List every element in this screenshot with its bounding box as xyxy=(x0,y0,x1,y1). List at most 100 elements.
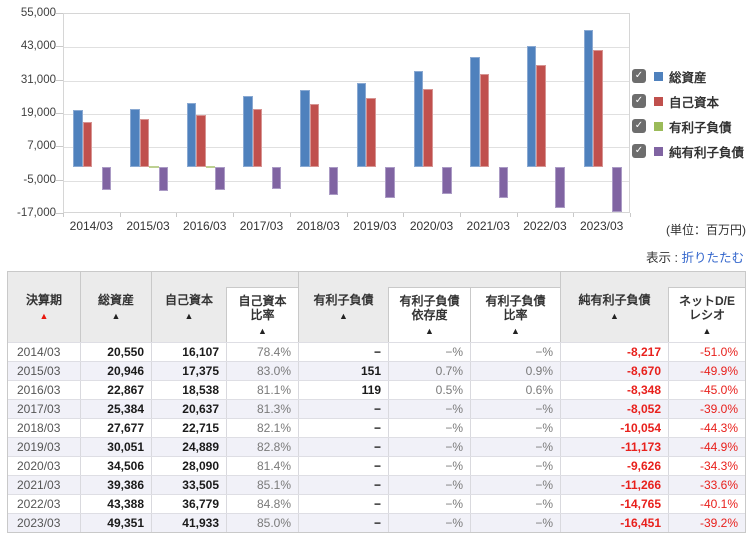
cell-equityRatio: 82.1% xyxy=(226,419,298,437)
bar-自己資本-2021/03 xyxy=(479,73,490,167)
cell-debt: − xyxy=(298,476,388,494)
cell-period: 2017/03 xyxy=(17,402,61,416)
cell-netDE: -33.6% xyxy=(668,476,745,494)
bar-自己資本-2018/03 xyxy=(309,103,320,167)
legend-checkbox-総資産[interactable]: ✓ xyxy=(632,69,646,83)
x-axis-label-2018/03: 2018/03 xyxy=(296,219,340,233)
cell-equityRatio: 78.4% xyxy=(226,343,298,361)
cell-netDE: -39.0% xyxy=(668,400,745,418)
column-header-label: 総資産 xyxy=(97,293,134,307)
x-axis-tick xyxy=(573,213,575,217)
bar-純有利子負債-2017/03 xyxy=(271,166,282,190)
y-axis-tick-label: 55,000 xyxy=(20,7,56,19)
sort-arrow-debtRatio[interactable]: ▲ xyxy=(511,326,520,336)
sort-arrow-equity[interactable]: ▲ xyxy=(184,311,194,321)
bar-総資産-2022/03 xyxy=(526,46,537,167)
cell-equityRatio: 81.4% xyxy=(226,457,298,475)
cell-assets: 27,677 xyxy=(80,419,151,437)
bar-純有利子負債-2019/03 xyxy=(385,166,395,198)
y-axis-tick-label: 7,000 xyxy=(27,140,56,153)
sort-arrow-debtDep[interactable]: ▲ xyxy=(425,326,434,336)
cell-netDE: -51.0% xyxy=(668,343,745,361)
table-row-2016/03: 2016/03 22,867 18,538 81.1% 119 0.5% 0.6% -8,34… xyxy=(8,380,745,399)
cell-debtDep: −% xyxy=(388,419,470,437)
cell-debt: 151 xyxy=(298,362,388,380)
column-header-period[interactable]: 決算期 ▲ xyxy=(8,272,80,342)
x-axis-label-2023/03: 2023/03 xyxy=(579,219,624,233)
cell-period: 2021/03 xyxy=(17,478,61,492)
cell-assets: 49,351 xyxy=(80,514,151,532)
bar-有利子負債-2015/03 xyxy=(149,166,159,169)
bar-純有利子負債-2015/03 xyxy=(158,166,169,191)
column-header-netDE[interactable]: ネットD/E レシオ ▲ xyxy=(668,272,745,342)
cell-netDE: -44.3% xyxy=(668,419,745,437)
cell-netDebt: -8,217 xyxy=(560,343,668,361)
financial-data-table: 決算期 ▲ 総資産 ▲ 自己資本 ▲ 自己資本 比率 ▲ 有利子負債 ▲ 有利子負債 依存度 ▲ 有利子負債… xyxy=(7,271,746,533)
y-axis-tick-label: -17,000 xyxy=(16,207,56,219)
y-axis-tick xyxy=(56,46,63,48)
collapse-link[interactable]: 折りたたむ xyxy=(681,251,744,265)
column-header-debtRatio[interactable]: 有利子負債 比率 ▲ xyxy=(470,272,560,342)
column-header-box: 有利子負債 依存度 ▲ xyxy=(388,287,470,342)
x-axis-label-2014/03: 2014/03 xyxy=(69,219,114,233)
bar-純有利子負債-2021/03 xyxy=(498,166,509,199)
chart-unit-label: (単位：百万円) xyxy=(666,223,746,237)
sort-arrow-period[interactable]: ▲ xyxy=(39,311,49,321)
sort-arrow-debt[interactable]: ▲ xyxy=(339,311,348,321)
legend-checkbox-有利子負債[interactable]: ✓ xyxy=(632,119,646,133)
column-header-assets[interactable]: 総資産 ▲ xyxy=(80,272,151,342)
column-header-netDebt[interactable]: 純有利子負債 ▲ xyxy=(560,272,668,342)
column-header-label: 自己資本 xyxy=(164,293,213,307)
cell-equity: 36,779 xyxy=(151,495,226,513)
cell-netDE: -45.0% xyxy=(668,381,745,399)
cell-equityRatio: 81.3% xyxy=(226,400,298,418)
legend-item-純有利子負債: ✓ 純有利子負債 xyxy=(632,144,745,160)
cell-debtDep: −% xyxy=(388,514,470,532)
cell-debt: 119 xyxy=(298,381,388,399)
x-axis-label-2017/03: 2017/03 xyxy=(239,219,284,233)
column-header-label: ネットD/E xyxy=(678,294,735,308)
bar-自己資本-2017/03 xyxy=(252,109,263,167)
bar-自己資本-2023/03 xyxy=(593,50,603,167)
sort-arrow-netDE[interactable]: ▲ xyxy=(702,326,712,336)
bar-総資産-2023/03 xyxy=(583,29,594,167)
sort-arrow-netDebt[interactable]: ▲ xyxy=(610,311,619,321)
cell-assets: 20,550 xyxy=(80,343,151,361)
y-axis-tick-label: -5,000 xyxy=(23,173,56,186)
cell-netDE: -44.9% xyxy=(668,438,745,456)
financial-bar-chart: ✓ 総資産 ✓ 自己資本 ✓ 有利子負債 ✓ 純有利子負債 (単位：百万円) 55,000 43… xyxy=(0,0,751,240)
cell-equity: 16,107 xyxy=(151,343,226,361)
sort-arrow-equityRatio[interactable]: ▲ xyxy=(258,326,267,336)
cell-assets: 39,386 xyxy=(80,476,151,494)
x-axis-tick xyxy=(346,213,348,217)
sort-arrow-assets[interactable]: ▲ xyxy=(111,311,121,321)
table-row-2022/03: 2022/03 43,388 36,779 84.8% − −% −% -14,765 -40.… xyxy=(8,494,745,513)
cell-equityRatio: 81.1% xyxy=(226,381,298,399)
y-axis-tick xyxy=(56,79,63,81)
legend-swatch-総資産 xyxy=(654,71,663,81)
table-row-2014/03: 2014/03 20,550 16,107 78.4% − −% −% -8,217 -51.0… xyxy=(8,342,745,361)
cell-equity: 17,375 xyxy=(151,362,226,380)
chart-gridline xyxy=(64,47,629,49)
column-header-debtDep[interactable]: 有利子負債 依存度 ▲ xyxy=(388,272,470,342)
table-row-2017/03: 2017/03 25,384 20,637 81.3% − −% −% -8,052 -39.0… xyxy=(8,399,745,418)
column-header-equityRatio[interactable]: 自己資本 比率 ▲ xyxy=(226,272,298,342)
legend-label: 純有利子負債 xyxy=(669,145,745,160)
cell-debtDep: −% xyxy=(388,343,470,361)
column-header-label: 有利子負債 xyxy=(485,294,546,308)
bar-純有利子負債-2022/03 xyxy=(555,166,565,208)
y-axis-tick-label: 31,000 xyxy=(20,73,56,86)
chart-plot-area xyxy=(63,13,630,213)
x-axis-tick xyxy=(289,213,291,217)
table-header-row: 決算期 ▲ 総資産 ▲ 自己資本 ▲ 自己資本 比率 ▲ 有利子負債 ▲ 有利子負債 依存度 ▲ 有利子負債… xyxy=(8,272,745,342)
column-header-equity[interactable]: 自己資本 ▲ xyxy=(151,272,226,342)
column-header-debt[interactable]: 有利子負債 ▲ xyxy=(298,272,388,342)
x-axis-label-2019/03: 2019/03 xyxy=(353,219,397,233)
legend-swatch-有利子負債 xyxy=(654,121,663,131)
cell-assets: 25,384 xyxy=(80,400,151,418)
bar-自己資本-2019/03 xyxy=(366,97,376,167)
legend-checkbox-自己資本[interactable]: ✓ xyxy=(632,94,646,108)
legend-checkbox-純有利子負債[interactable]: ✓ xyxy=(632,144,646,158)
bar-自己資本-2020/03 xyxy=(423,88,433,167)
column-header-label: レシオ xyxy=(688,308,725,322)
